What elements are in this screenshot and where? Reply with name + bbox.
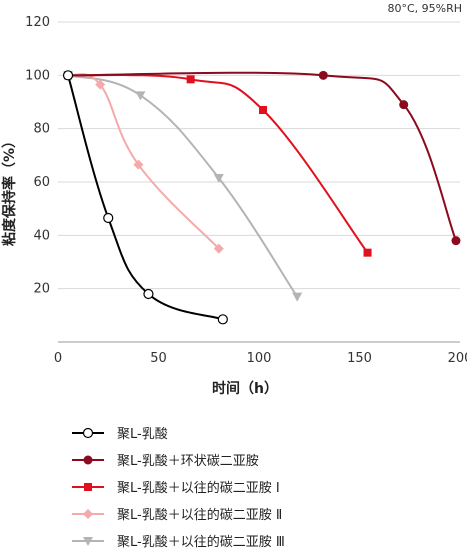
legend-label-1: 聚L-乳酸＋环状碳二亚胺 (117, 454, 259, 469)
data-point-s3-1 (95, 79, 106, 90)
data-point-s4-1 (135, 91, 146, 101)
data-point-s0-1 (103, 212, 114, 224)
x-tick-label: 200 (448, 351, 467, 366)
series-lines (67, 71, 457, 321)
x-tick-label: 50 (150, 351, 167, 366)
condition-annotation: 80°C, 95%RH (387, 2, 462, 15)
data-point-s0-2 (143, 288, 154, 300)
x-axis-title: 时间（h） (212, 380, 278, 397)
legend-marker-3 (83, 509, 93, 519)
x-tick-label: 0 (54, 351, 62, 366)
legend-label-0: 聚L-乳酸 (117, 427, 168, 442)
data-point-s1-3 (451, 236, 461, 246)
y-tick-label: 40 (33, 228, 50, 243)
data-point-s4-2 (213, 174, 224, 183)
data-point-s3-2 (133, 159, 144, 170)
legend-label-4: 聚L-乳酸＋以往的碳二亚胺 Ⅲ (117, 534, 285, 550)
y-tick-label: 120 (25, 15, 50, 30)
x-tick-label: 150 (347, 351, 372, 366)
tick-labels: 20 40 60 80 100 120 0 50 100 150 200 (25, 15, 467, 366)
y-tick-label: 80 (33, 122, 50, 137)
series-markers (62, 70, 461, 325)
x-tick-label: 100 (247, 351, 272, 366)
legend-marker-4 (83, 537, 93, 546)
legend-marker-0 (82, 427, 94, 439)
series-line-2 (68, 74, 369, 254)
data-point-s0-0 (62, 70, 74, 81)
data-point-s0-3 (217, 314, 228, 325)
data-point-s1-1 (318, 70, 328, 80)
y-tick-label: 20 (33, 282, 50, 297)
data-point-s2-2 (259, 106, 268, 114)
y-tick-label: 100 (25, 68, 50, 83)
legend-label-2: 聚L-乳酸＋以往的碳二亚胺 Ⅰ (117, 480, 280, 496)
data-point-s3-3 (213, 243, 224, 254)
data-point-s2-3 (363, 248, 372, 257)
series-line-4 (67, 74, 299, 298)
y-axis-title: 粘度保持率（%） (1, 134, 18, 246)
data-point-s2-1 (186, 75, 195, 84)
legend-marker-1 (83, 455, 93, 465)
legend-marker-2 (84, 483, 92, 491)
data-point-s4-3 (292, 292, 303, 302)
series-line-1 (68, 71, 457, 242)
legend-label-3: 聚L-乳酸＋以往的碳二亚胺 Ⅱ (117, 507, 282, 523)
y-tick-label: 60 (33, 175, 50, 190)
series-line-0 (67, 75, 224, 321)
data-point-s1-2 (399, 100, 409, 110)
